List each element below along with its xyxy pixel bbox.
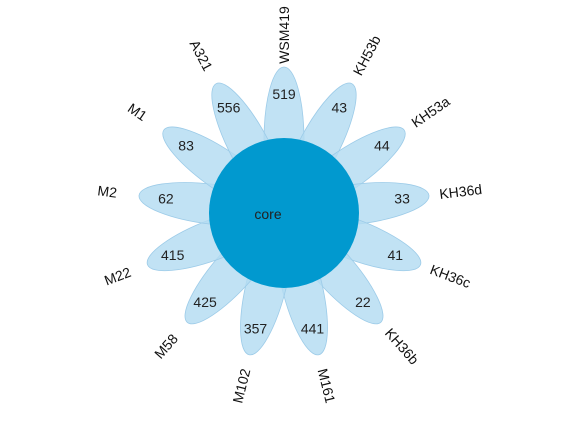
petal-count-KH36c: 41 [388,247,404,263]
petal-name-A321: A321 [187,37,216,74]
petal-name-M2: M2 [97,182,118,200]
petal-count-M2: 62 [158,191,174,207]
petal-name-M161: M161 [315,367,339,405]
petal-count-M161: 441 [301,321,325,337]
petal-count-A321: 556 [217,100,241,116]
count-layer: 519 43 44 33 41 22 441 357 425 415 62 83 556 [158,86,410,337]
petal-name-M22: M22 [102,264,133,289]
petal-count-M58: 425 [193,294,217,310]
petal-name-KH36b: KH36b [382,325,423,368]
petal-name-WSM419: WSM419 [276,6,292,64]
petal-name-KH36d: KH36d [438,181,482,202]
petal-name-M102: M102 [229,367,253,405]
petal-count-KH53b: 43 [332,100,348,116]
petal-name-KH36c: KH36c [428,261,473,291]
core-circle [209,138,359,288]
petal-count-M102: 357 [244,321,268,337]
petal-name-M1: M1 [125,100,150,124]
petal-name-M58: M58 [151,331,181,362]
petal-count-KH36d: 33 [394,191,410,207]
petal-name-KH53a: KH53a [408,93,452,131]
petal-count-KH53a: 44 [374,137,390,153]
core-label: core [254,206,281,222]
petal-count-KH36b: 22 [355,294,371,310]
petal-count-M1: 83 [178,137,194,153]
petal-name-KH53b: KH53b [350,33,384,79]
petal-count-WSM419: 519 [272,86,296,102]
petal-count-M22: 415 [161,247,185,263]
